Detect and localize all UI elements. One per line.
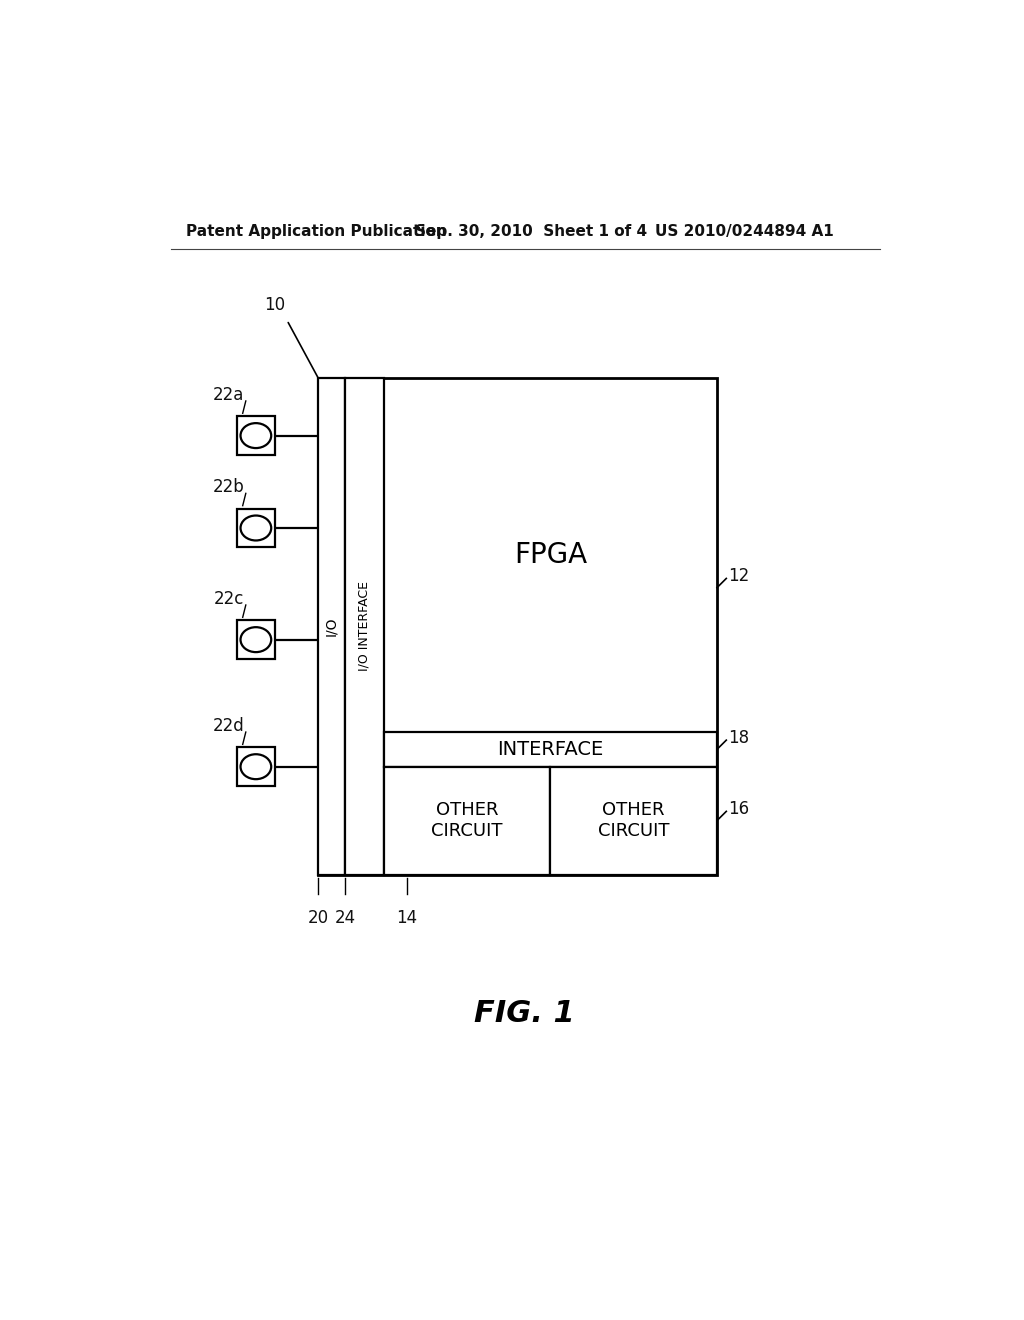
Text: 14: 14 bbox=[396, 909, 418, 927]
Text: INTERFACE: INTERFACE bbox=[498, 741, 603, 759]
Text: FIG. 1: FIG. 1 bbox=[474, 999, 575, 1027]
Text: 16: 16 bbox=[729, 800, 750, 818]
Bar bbox=[550, 767, 717, 875]
Text: US 2010/0244894 A1: US 2010/0244894 A1 bbox=[655, 224, 834, 239]
Bar bbox=[384, 733, 717, 767]
Text: Sep. 30, 2010  Sheet 1 of 4: Sep. 30, 2010 Sheet 1 of 4 bbox=[415, 224, 647, 239]
Bar bbox=[237, 508, 275, 548]
Text: I/O: I/O bbox=[325, 616, 339, 636]
Bar bbox=[237, 747, 275, 785]
Bar bbox=[237, 416, 275, 455]
Ellipse shape bbox=[241, 627, 271, 652]
Ellipse shape bbox=[241, 424, 271, 447]
Text: 22d: 22d bbox=[213, 717, 245, 735]
Ellipse shape bbox=[241, 754, 271, 779]
Bar bbox=[345, 378, 384, 875]
Bar bbox=[237, 620, 275, 659]
Text: 22a: 22a bbox=[213, 385, 245, 404]
Bar bbox=[384, 767, 550, 875]
Text: OTHER
CIRCUIT: OTHER CIRCUIT bbox=[598, 801, 670, 840]
Ellipse shape bbox=[241, 516, 271, 540]
Text: 10: 10 bbox=[263, 296, 285, 314]
Bar bbox=[317, 378, 717, 875]
Text: 22b: 22b bbox=[213, 478, 245, 496]
Text: FPGA: FPGA bbox=[514, 541, 587, 569]
Text: 22c: 22c bbox=[214, 590, 245, 607]
Text: OTHER
CIRCUIT: OTHER CIRCUIT bbox=[431, 801, 503, 840]
Text: Patent Application Publication: Patent Application Publication bbox=[186, 224, 446, 239]
Text: I/O INTERFACE: I/O INTERFACE bbox=[357, 581, 371, 671]
Text: 20: 20 bbox=[307, 909, 329, 927]
Text: 18: 18 bbox=[729, 729, 750, 747]
Text: 12: 12 bbox=[729, 568, 750, 585]
Text: 24: 24 bbox=[335, 909, 355, 927]
Bar bbox=[317, 378, 345, 875]
